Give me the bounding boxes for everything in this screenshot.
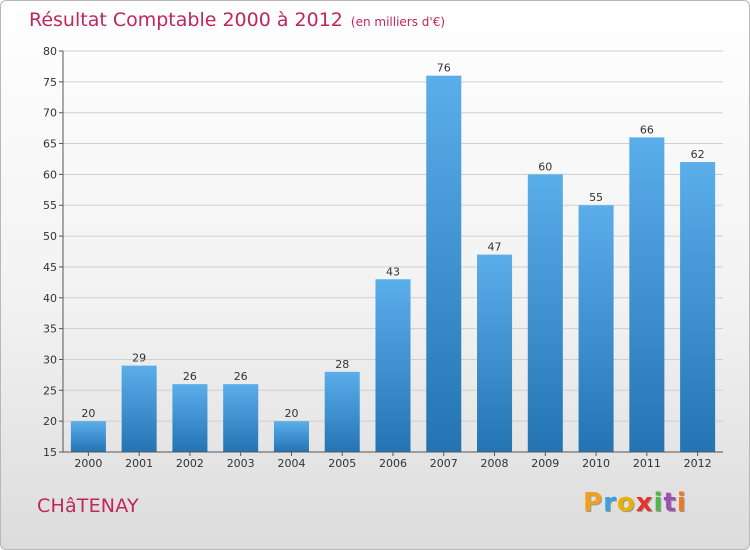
bar [578,205,614,452]
logo-letter: x [635,488,654,518]
y-tick-label: 30 [43,353,57,366]
bar-value-label: 26 [183,370,197,383]
bar [527,174,563,452]
y-tick-label: 50 [43,230,57,243]
x-tick-label: 2009 [531,457,559,470]
x-tick-label: 2007 [430,457,458,470]
bar-value-label: 43 [386,265,400,278]
bar-value-label: 62 [691,148,705,161]
bar [477,254,513,452]
bar-value-label: 55 [589,191,603,204]
logo-letter: i [676,488,687,518]
x-tick-label: 2012 [684,457,712,470]
logo-letter: r [603,488,617,518]
chart-title: Résultat Comptable 2000 à 2012 (en millie… [29,9,445,31]
y-tick-label: 80 [43,45,57,58]
y-tick-label: 35 [43,323,57,336]
x-tick-label: 2005 [328,457,356,470]
bar [70,421,106,452]
logo-letter: o [616,488,636,518]
axes: 15 20 25 30 35 40 45 50 55 60 65 70 75 80 2000 2001 2002… [43,45,723,470]
bar [629,137,665,452]
proxiti-logo: Proxiti [583,488,687,518]
bar-value-label: 47 [488,241,502,254]
bar [426,75,462,452]
city-name: CHâTENAY [37,495,139,517]
x-tick-label: 2001 [125,457,153,470]
y-tick-label: 65 [43,138,57,151]
logo-letter: i [653,488,664,518]
chart-title-text: Résultat Comptable 2000 à 2012 [29,9,343,31]
bar [172,384,208,452]
logo-letter: P [583,488,604,518]
bar [680,162,716,453]
y-tick-label: 70 [43,107,57,120]
x-tick-label: 2003 [227,457,255,470]
bar [273,421,309,452]
y-tick-label: 15 [43,446,57,459]
bar [121,365,157,452]
y-tick-label: 40 [43,292,57,305]
chart-subtitle: (en milliers d'€) [350,15,446,29]
bar-value-label: 26 [234,370,248,383]
bar-value-label: 66 [640,123,654,136]
y-tick-label: 60 [43,168,57,181]
x-tick-label: 2008 [481,457,509,470]
x-tick-label: 2004 [277,457,305,470]
bar-value-label: 20 [284,407,298,420]
y-tick-label: 20 [43,415,57,428]
bar [324,371,360,452]
y-tick-label: 55 [43,199,57,212]
y-tick-label: 75 [43,76,57,89]
x-tick-label: 2011 [633,457,661,470]
bar-value-label: 29 [132,352,146,365]
x-tick-label: 2002 [176,457,204,470]
bar [375,279,411,452]
x-tick-label: 2000 [74,457,102,470]
bar-value-label: 28 [335,358,349,371]
y-tick-label: 45 [43,261,57,274]
x-tick-label: 2010 [582,457,610,470]
logo-letter: t [663,488,677,518]
x-tick-label: 2006 [379,457,407,470]
bar-value-label: 76 [437,62,451,75]
y-tick-label: 25 [43,384,57,397]
bars: 20 29 26 26 20 28 43 76 47 60 55 66 62 [70,62,716,453]
bar-value-label: 20 [81,407,95,420]
bar-value-label: 60 [538,160,552,173]
bar [223,384,259,452]
